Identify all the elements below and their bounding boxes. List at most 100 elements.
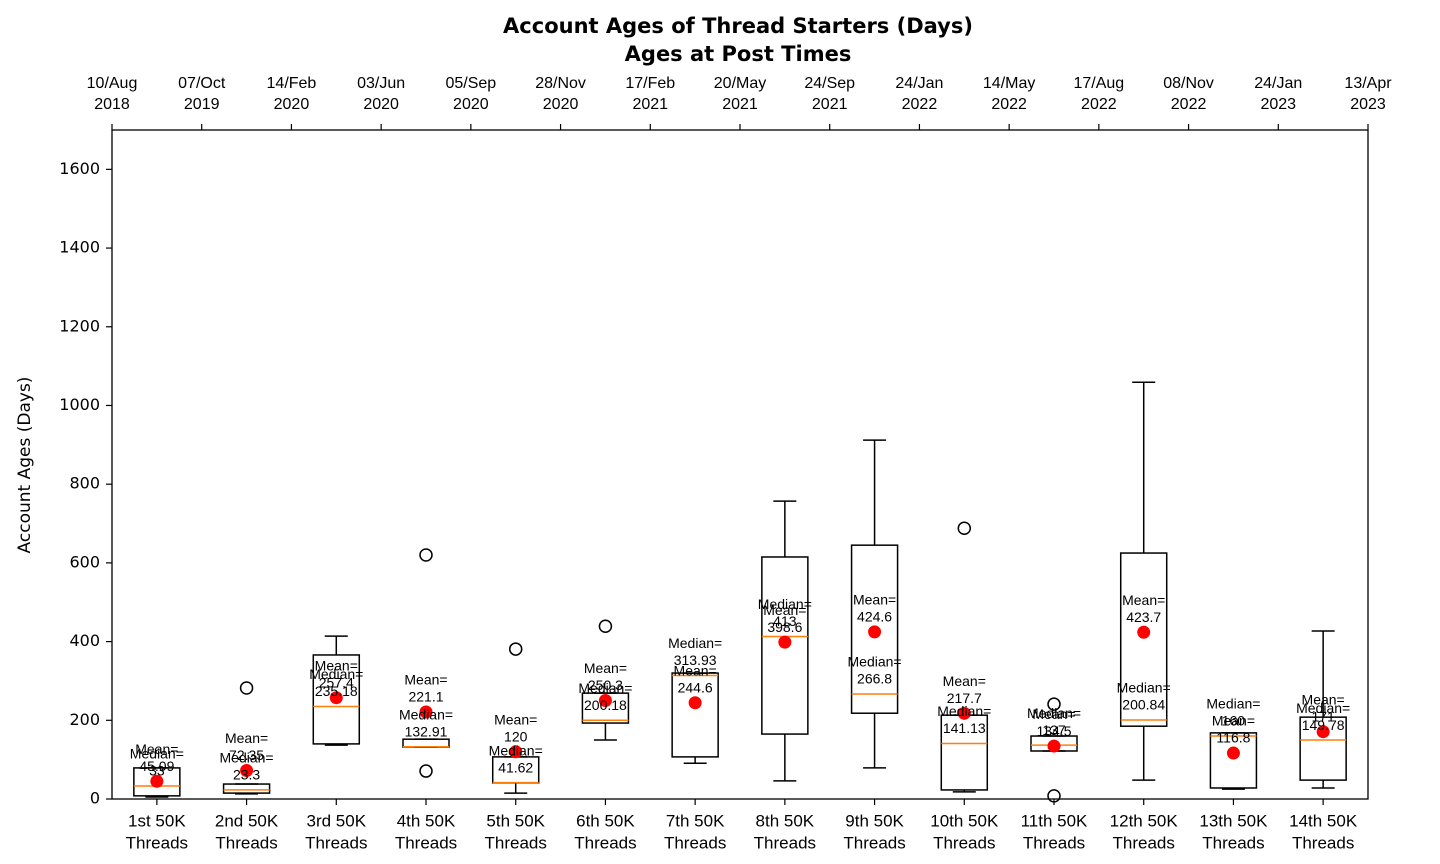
x-tick-label: 8th 50K bbox=[756, 811, 815, 830]
box bbox=[581, 692, 630, 724]
y-tick-label: 0 bbox=[90, 789, 100, 808]
outlier bbox=[957, 521, 972, 536]
mean-label: Mean= bbox=[135, 741, 178, 757]
mean-value-label: 398.6 bbox=[767, 619, 802, 635]
y-tick-label: 1400 bbox=[59, 238, 100, 257]
mean-point bbox=[1226, 746, 1240, 760]
box bbox=[761, 556, 809, 735]
top-tick-label: 20/May bbox=[714, 75, 766, 92]
mean-value-label: 134.5 bbox=[1036, 723, 1071, 739]
median-label: Median= bbox=[1117, 680, 1171, 696]
mean-value-label: 221.1 bbox=[408, 689, 443, 705]
top-tick-label: 2022 bbox=[991, 96, 1027, 113]
top-tick-label: 2023 bbox=[1350, 96, 1386, 113]
x-tick-label: 6th 50K bbox=[576, 811, 635, 830]
median-label: Median= bbox=[1296, 700, 1350, 716]
outlier bbox=[598, 619, 613, 633]
mean-point bbox=[778, 635, 792, 649]
top-tick-label: 2020 bbox=[363, 96, 399, 113]
box bbox=[671, 672, 719, 758]
top-tick-label: 2022 bbox=[902, 96, 938, 113]
top-tick-label: 2019 bbox=[184, 96, 220, 113]
x-tick-label: 14th 50K bbox=[1289, 811, 1358, 830]
y-tick-label: 1600 bbox=[59, 159, 100, 178]
mean-point bbox=[509, 745, 523, 759]
x-tick-label: 9th 50K bbox=[845, 811, 904, 830]
median-value-label: 33 bbox=[149, 763, 165, 779]
plot-frame bbox=[111, 129, 1369, 800]
mean-label: Mean= bbox=[584, 660, 627, 676]
median-label: Median= bbox=[399, 706, 453, 722]
top-tick-label: 14/May bbox=[983, 75, 1035, 92]
mean-value-label: 217.7 bbox=[947, 690, 982, 706]
y-tick-label: 800 bbox=[69, 474, 100, 493]
median-label: Median= bbox=[1027, 705, 1081, 721]
x-tick-label: Threads bbox=[664, 833, 726, 852]
x-tick-label: Threads bbox=[1113, 833, 1175, 852]
y-tick-label: 1000 bbox=[59, 395, 100, 414]
top-tick-label: 28/Nov bbox=[535, 75, 586, 92]
median-value-label: 413 bbox=[773, 613, 797, 629]
top-tick-label: 2022 bbox=[1171, 96, 1207, 113]
mean-label: Mean= bbox=[763, 602, 806, 618]
x-tick-label: 4th 50K bbox=[397, 811, 456, 830]
top-tick-label: 2022 bbox=[1081, 96, 1117, 113]
mean-value-label: 116.8 bbox=[1216, 730, 1250, 746]
median-label: Median= bbox=[309, 666, 363, 682]
median-value-label: 160 bbox=[1222, 713, 1246, 729]
x-tick-label: Threads bbox=[395, 833, 457, 852]
x-tick-label: 2nd 50K bbox=[215, 811, 279, 830]
mean-label: Mean= bbox=[943, 673, 986, 689]
top-tick-label: 2021 bbox=[812, 96, 848, 113]
x-tick-label: 3rd 50K bbox=[307, 811, 367, 830]
top-tick-label: 24/Jan bbox=[895, 75, 943, 92]
x-tick-label: 10th 50K bbox=[930, 811, 999, 830]
top-tick-label: 24/Jan bbox=[1254, 75, 1302, 92]
x-tick-label: Threads bbox=[754, 833, 816, 852]
top-tick-label: 24/Sep bbox=[804, 75, 855, 92]
outlier bbox=[1047, 789, 1061, 803]
top-tick-label: 14/Feb bbox=[267, 75, 317, 92]
x-tick-label: 12th 50K bbox=[1110, 811, 1179, 830]
median-value-label: 141.13 bbox=[943, 720, 986, 736]
mean-value-label: 250.3 bbox=[588, 677, 623, 693]
box bbox=[850, 544, 899, 714]
mean-point bbox=[688, 696, 702, 710]
median-label: Median= bbox=[758, 596, 812, 612]
outlier bbox=[419, 548, 433, 562]
median-label: Median= bbox=[1206, 696, 1260, 712]
median-value-label: 266.8 bbox=[857, 671, 892, 687]
mean-point bbox=[598, 693, 612, 707]
box bbox=[312, 654, 361, 745]
mean-label: Mean= bbox=[494, 711, 537, 727]
median-label: Median= bbox=[489, 742, 543, 758]
mean-value-label: 120 bbox=[504, 728, 528, 744]
mean-label: Mean= bbox=[1212, 713, 1255, 729]
mean-value-label: 72.35 bbox=[229, 747, 264, 763]
median-value-label: 200.18 bbox=[584, 697, 627, 713]
mean-label: Mean= bbox=[315, 657, 358, 673]
y-axis-label: Account Ages (Days) bbox=[15, 377, 35, 554]
mean-point bbox=[329, 691, 343, 705]
mean-value-label: 171 bbox=[1311, 708, 1335, 724]
top-tick-label: 2023 bbox=[1260, 96, 1296, 113]
x-tick-label: Threads bbox=[1202, 833, 1264, 852]
median-label: Median= bbox=[668, 635, 722, 651]
x-tick-label: Threads bbox=[843, 833, 905, 852]
x-tick-label: 11th 50K bbox=[1021, 811, 1088, 830]
y-tick-label: 1200 bbox=[59, 316, 100, 335]
mean-point bbox=[1316, 725, 1330, 739]
mean-value-label: 244.6 bbox=[678, 679, 713, 695]
outlier bbox=[239, 681, 254, 695]
mean-point bbox=[150, 774, 164, 788]
mean-value-label: 45.09 bbox=[139, 758, 174, 774]
box bbox=[1119, 552, 1168, 727]
mean-value-label: 424.6 bbox=[857, 609, 892, 625]
x-tick-label: Threads bbox=[485, 833, 547, 852]
median-label: Median= bbox=[848, 654, 902, 670]
mean-point bbox=[1047, 739, 1061, 753]
top-tick-label: 08/Nov bbox=[1163, 75, 1214, 92]
top-tick-label: 03/Jun bbox=[357, 75, 405, 92]
median-label: Median= bbox=[578, 680, 632, 696]
